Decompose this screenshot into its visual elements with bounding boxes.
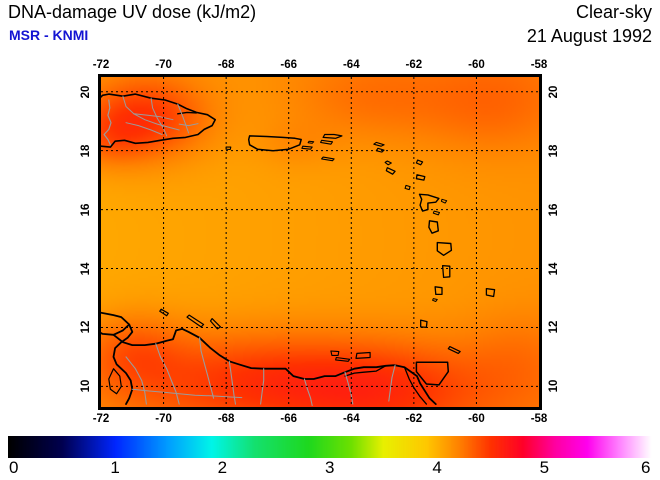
- x-tick-bottom--72: -72: [92, 413, 110, 425]
- condition-label: Clear-sky: [575, 2, 652, 22]
- x-tick-top--58: -58: [530, 59, 548, 71]
- uv-dose-field: [101, 77, 539, 407]
- source-label: MSR - KNMI: [9, 27, 89, 43]
- x-tick-bottom--62: -62: [405, 413, 423, 425]
- x-tick-top--62: -62: [405, 59, 423, 71]
- x-tick-top--68: -68: [217, 59, 235, 71]
- date-label: 21 August 1992: [526, 26, 652, 46]
- colorbar-tick-6: 6: [641, 458, 651, 477]
- colorbar-tick-5: 5: [539, 458, 550, 477]
- x-tick-bottom--70: -70: [155, 413, 172, 425]
- header: DNA-damage UV dose (kJ/m2) MSR - KNMI Cl…: [0, 0, 660, 52]
- colorbar-tick-2: 2: [217, 458, 228, 477]
- y-tick-right-18: 18: [548, 144, 560, 158]
- x-tick-bottom--60: -60: [468, 413, 485, 425]
- x-tick-bottom--58: -58: [530, 413, 548, 425]
- y-tick-left-20: 20: [80, 85, 92, 99]
- x-tick-top--66: -66: [280, 59, 298, 71]
- colorbar-tick-3: 3: [325, 458, 335, 477]
- colorbar-tick-0: 0: [9, 458, 19, 477]
- y-tick-right-12: 12: [548, 321, 560, 334]
- y-tick-left-14: 14: [80, 262, 92, 275]
- x-tick-bottom--64: -64: [342, 413, 360, 425]
- y-tick-left-16: 16: [80, 203, 92, 216]
- colorbar-tick-1: 1: [110, 458, 120, 477]
- x-tick-top--64: -64: [342, 59, 360, 71]
- x-tick-top--60: -60: [468, 59, 485, 71]
- map-plot-area: [98, 74, 542, 410]
- colorbar-tick-labels: 0 1 2 3 4 5 6: [0, 458, 660, 480]
- y-tick-right-20: 20: [548, 85, 560, 99]
- y-tick-right-14: 14: [548, 262, 560, 275]
- y-tick-left-10: 10: [80, 379, 92, 393]
- colorbar-tick-4: 4: [432, 458, 442, 477]
- x-tick-top--72: -72: [92, 59, 110, 71]
- y-tick-right-16: 16: [548, 203, 560, 216]
- gridlines: [101, 77, 539, 407]
- y-tick-left-18: 18: [80, 144, 92, 158]
- y-tick-right-10: 10: [548, 379, 560, 393]
- page-title: DNA-damage UV dose (kJ/m2): [8, 2, 257, 22]
- colorbar: [8, 436, 652, 458]
- y-tick-left-12: 12: [80, 321, 92, 334]
- x-tick-top--70: -70: [155, 59, 172, 71]
- coastline-overlay: [101, 93, 496, 407]
- x-tick-bottom--68: -68: [217, 413, 235, 425]
- x-tick-bottom--66: -66: [280, 413, 298, 425]
